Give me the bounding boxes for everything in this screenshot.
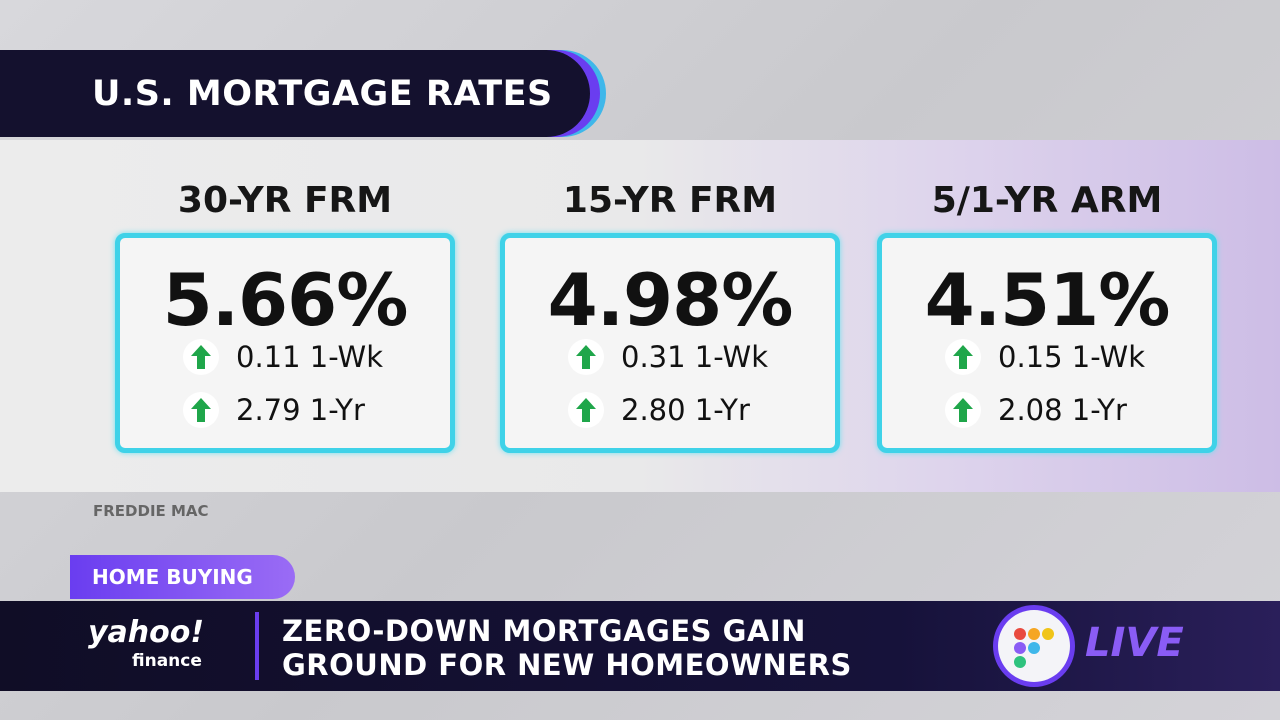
rate: 4.98% bbox=[547, 258, 794, 342]
up-arrow bbox=[568, 392, 604, 428]
rate: 4.51% bbox=[924, 258, 1171, 342]
change-row: 2.08 1-Yr bbox=[944, 391, 1127, 429]
headline: ZERO-DOWN MORTGAGES GAIN bbox=[282, 614, 806, 648]
change-period: 1-Yr bbox=[694, 393, 750, 427]
card-title: 15-YR FRM bbox=[562, 180, 778, 221]
change-text: 0.31 1-Wk bbox=[621, 340, 768, 374]
card-title: 5/1-YR ARM bbox=[931, 180, 1163, 221]
change-row: 0.11 1-Wk bbox=[182, 338, 383, 376]
change-value: 0.11 bbox=[236, 340, 301, 374]
change-value: 2.08 bbox=[998, 393, 1063, 427]
change-text: 2.80 1-Yr bbox=[621, 393, 750, 427]
rate-card: 4.98% 0.31 1-Wk 2.80 1-Yr bbox=[500, 233, 840, 453]
live-label: LIVE bbox=[1085, 620, 1184, 666]
topic-tag-text: HOME BUYING bbox=[92, 565, 253, 589]
change-period: 1-Wk bbox=[309, 340, 384, 374]
source: FREDDIE MAC bbox=[93, 502, 209, 520]
live-icon bbox=[998, 610, 1070, 682]
logo-sub: finance bbox=[132, 651, 202, 671]
change-period: 1-Wk bbox=[694, 340, 769, 374]
separator bbox=[255, 612, 259, 680]
up-arrow bbox=[183, 339, 219, 375]
change-row: 0.31 1-Wk bbox=[567, 338, 768, 376]
card-title: 30-YR FRM bbox=[177, 180, 393, 221]
change-row: 0.15 1-Wk bbox=[944, 338, 1145, 376]
change-row: 2.79 1-Yr bbox=[182, 391, 365, 429]
change-text: 0.15 1-Wk bbox=[998, 340, 1145, 374]
up-arrow bbox=[945, 392, 981, 428]
change-text: 2.08 1-Yr bbox=[998, 393, 1127, 427]
change-value: 0.31 bbox=[621, 340, 686, 374]
title: U.S. MORTGAGE RATES bbox=[92, 74, 553, 114]
rate-card: 4.51% 0.15 1-Wk 2.08 1-Yr bbox=[877, 233, 1217, 453]
change-period: 1-Yr bbox=[309, 393, 365, 427]
change-period: 1-Wk bbox=[1071, 340, 1146, 374]
change-row: 2.80 1-Yr bbox=[567, 391, 750, 429]
live-dots bbox=[1014, 628, 1054, 668]
up-arrow bbox=[945, 339, 981, 375]
headline: GROUND FOR NEW HOMEOWNERS bbox=[282, 648, 852, 682]
change-text: 2.79 1-Yr bbox=[236, 393, 365, 427]
change-value: 2.79 bbox=[236, 393, 301, 427]
change-period: 1-Yr bbox=[1071, 393, 1127, 427]
rate-card: 5.66% 0.11 1-Wk 2.79 1-Yr bbox=[115, 233, 455, 453]
rate: 5.66% bbox=[162, 258, 409, 342]
logo: yahoo! bbox=[88, 615, 205, 650]
topic-tag: HOME BUYING bbox=[70, 555, 295, 599]
up-arrow bbox=[183, 392, 219, 428]
title-banner: U.S. MORTGAGE RATES bbox=[0, 50, 590, 137]
change-value: 2.80 bbox=[621, 393, 686, 427]
change-text: 0.11 1-Wk bbox=[236, 340, 383, 374]
change-value: 0.15 bbox=[998, 340, 1063, 374]
up-arrow bbox=[568, 339, 604, 375]
